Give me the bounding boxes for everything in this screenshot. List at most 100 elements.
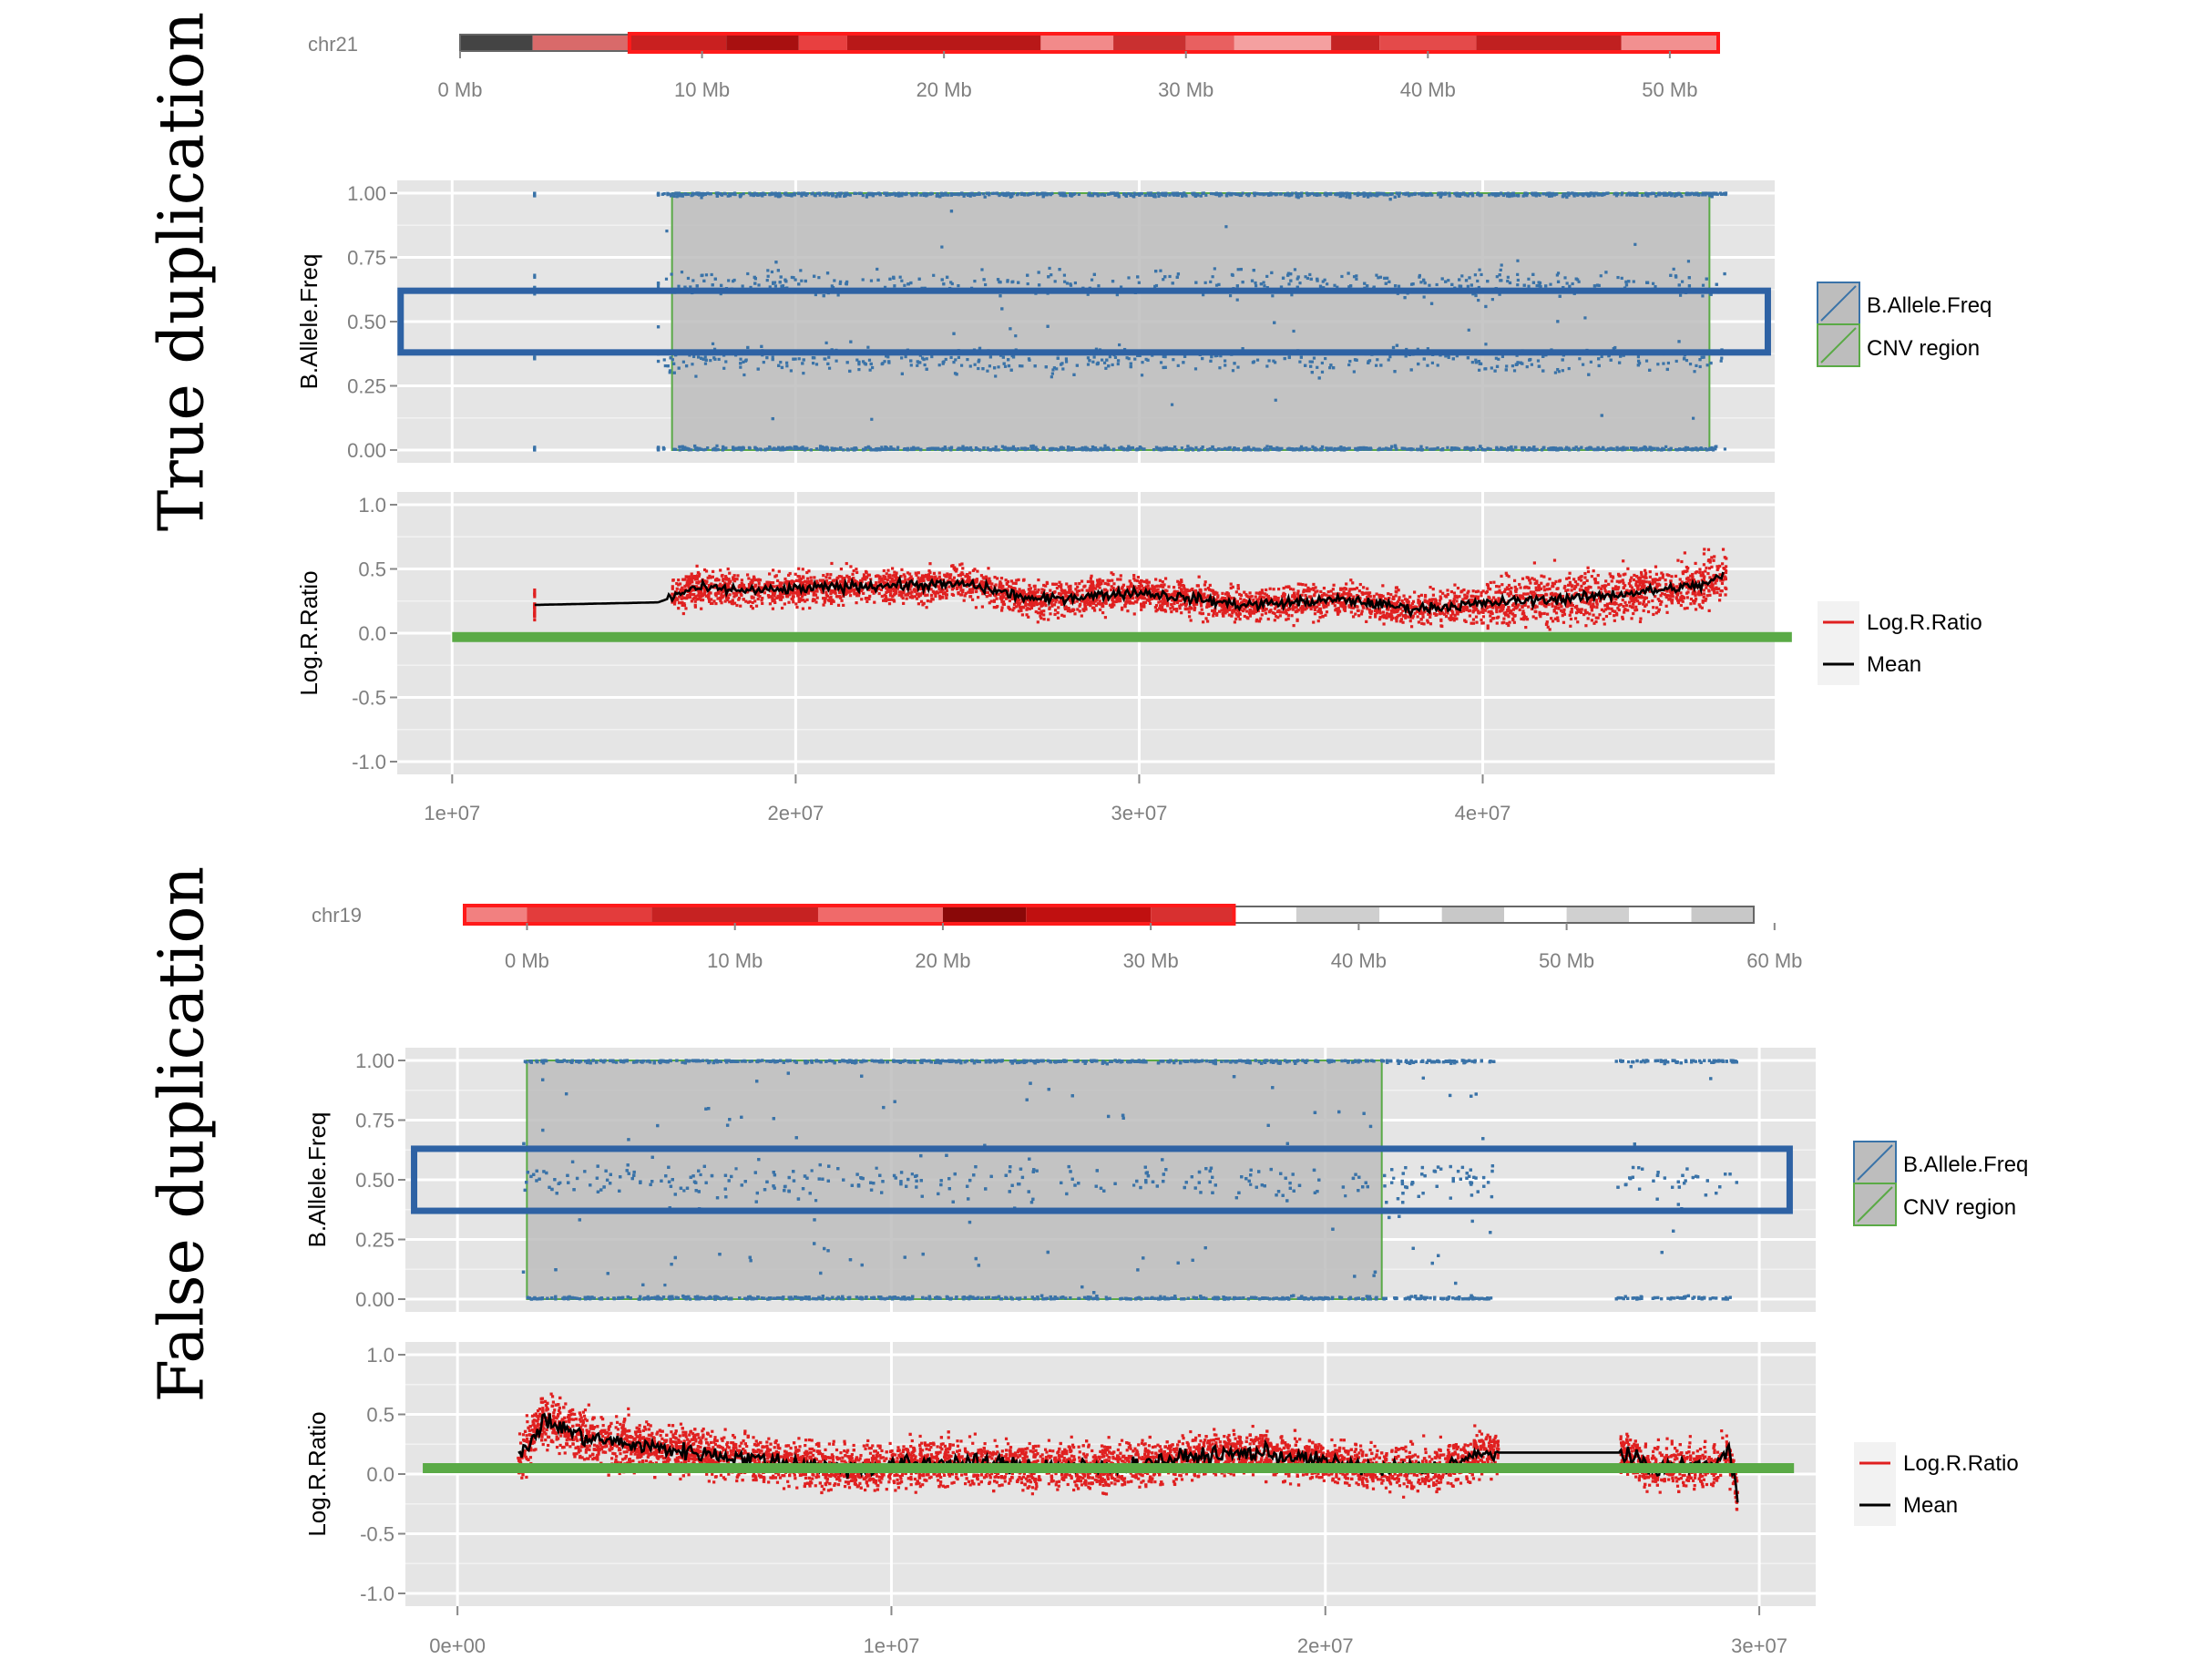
baf-point	[937, 446, 940, 450]
baf-point	[1366, 284, 1369, 288]
baf-point	[1347, 363, 1351, 367]
baf-point	[1212, 192, 1215, 196]
baf-point	[1654, 194, 1658, 198]
baf-point	[681, 447, 685, 451]
baf-point	[1644, 359, 1649, 363]
baf-point	[913, 446, 917, 450]
baf-point	[683, 192, 687, 196]
baf-point	[756, 193, 760, 197]
baf-point	[998, 280, 1001, 284]
baf-point	[944, 191, 947, 195]
baf-point	[1064, 194, 1068, 198]
baf-point	[1563, 193, 1567, 198]
baf-point	[1540, 448, 1544, 452]
baf-point	[1588, 192, 1592, 196]
baf-point	[1651, 282, 1655, 285]
baf-point	[927, 447, 930, 451]
baf-point	[1246, 445, 1251, 449]
baf-point	[1411, 282, 1415, 286]
baf-point	[1036, 193, 1039, 197]
baf-point	[1111, 280, 1115, 283]
baf-point	[1437, 191, 1440, 195]
baf-point	[1656, 363, 1660, 366]
baf-point	[1041, 447, 1045, 451]
baf-point	[890, 447, 894, 451]
baf-point	[1490, 298, 1494, 302]
baf-point	[1604, 448, 1608, 452]
baf-point	[1521, 362, 1524, 365]
baf-point	[1386, 193, 1389, 197]
baf-point	[1470, 361, 1474, 364]
baf-point	[885, 445, 888, 449]
baf-point	[1584, 447, 1588, 451]
baf-point	[916, 360, 919, 364]
baf-point	[1395, 447, 1398, 451]
baf-point	[1695, 364, 1698, 368]
baf-point	[1186, 448, 1190, 452]
lrr-point	[1234, 617, 1238, 620]
baf-point	[1556, 271, 1561, 275]
lrr-point	[1512, 579, 1517, 582]
baf-point	[1197, 448, 1201, 452]
lrr-point	[1519, 586, 1522, 589]
baf-point	[1568, 284, 1572, 288]
baf-point	[1477, 359, 1480, 364]
baf-point	[952, 332, 956, 335]
baf-point	[1204, 193, 1208, 197]
baf-point	[1426, 364, 1429, 367]
baf-point	[691, 191, 694, 195]
baf-point	[1556, 280, 1561, 283]
baf-point	[1467, 446, 1470, 450]
baf-point	[884, 447, 887, 452]
baf-point	[915, 193, 918, 197]
baf-point	[1047, 275, 1050, 279]
baf-point	[1009, 193, 1012, 197]
baf-point	[1385, 446, 1388, 450]
baf-point	[1423, 192, 1428, 197]
baf-point	[1440, 277, 1444, 281]
baf-point	[1116, 191, 1120, 195]
baf-point	[1171, 191, 1174, 195]
baf-point	[978, 358, 981, 362]
baf-point	[1284, 192, 1287, 197]
baf-point	[1029, 445, 1033, 448]
baf-point	[1348, 359, 1352, 364]
baf-point	[977, 366, 980, 371]
baf-point	[1194, 281, 1198, 284]
baf-point	[1599, 193, 1603, 197]
baf-point	[988, 193, 991, 197]
lrr-point	[1020, 613, 1024, 617]
lrr-ytick-label: 1.0	[358, 494, 386, 517]
baf-point	[1596, 448, 1600, 452]
baf-point	[1660, 192, 1664, 196]
baf-point	[768, 445, 772, 450]
baf-point	[1499, 279, 1502, 282]
baf-point	[980, 268, 984, 271]
baf-point	[1597, 357, 1601, 361]
baf-point	[1163, 365, 1167, 369]
baf-point	[1144, 357, 1148, 361]
baf-point	[779, 275, 783, 279]
baf-point	[868, 368, 872, 372]
baf-point	[533, 275, 537, 280]
baf-point	[753, 282, 757, 285]
baf-point	[1096, 448, 1100, 452]
baf-point	[1251, 361, 1255, 364]
baf-point	[1333, 283, 1336, 287]
lrr-point	[1351, 615, 1356, 619]
baf-point	[836, 293, 840, 297]
baf-point	[1295, 277, 1299, 281]
lrr-point	[1056, 616, 1060, 620]
baf-point	[778, 281, 782, 284]
baf-point	[681, 360, 685, 364]
baf-point	[1723, 447, 1727, 451]
baf-point	[1150, 193, 1153, 197]
baf-point	[1666, 361, 1670, 365]
baf-point	[1490, 366, 1493, 370]
baf-point	[1644, 191, 1648, 195]
baf-point	[1383, 276, 1387, 281]
baf-point	[1463, 445, 1467, 450]
baf-point	[857, 368, 861, 372]
ideogram-band	[1476, 35, 1622, 51]
baf-point	[1574, 445, 1578, 449]
